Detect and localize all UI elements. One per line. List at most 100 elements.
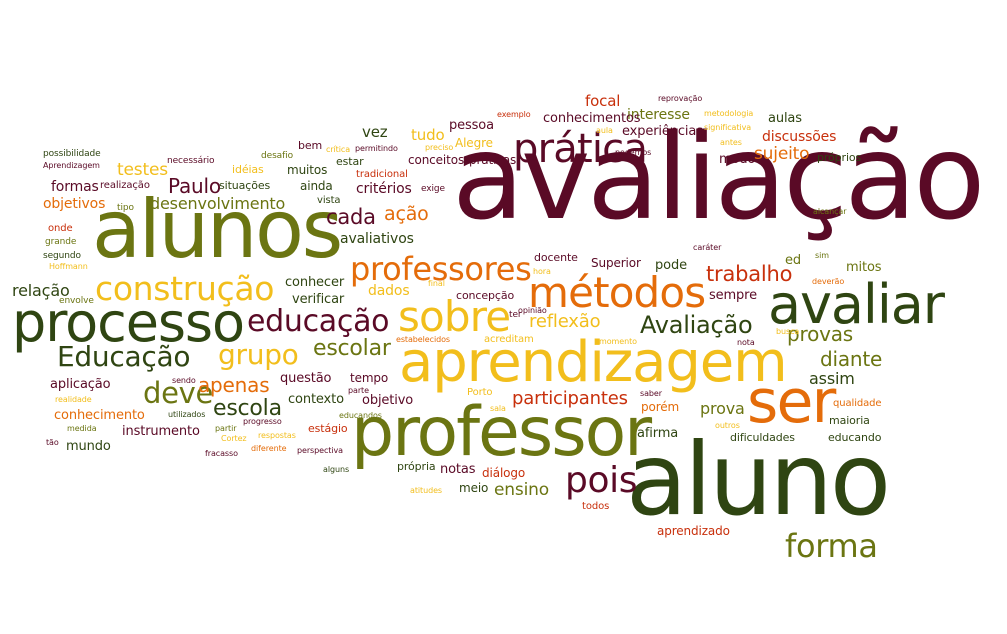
word: aprendizagem <box>399 330 788 395</box>
word: conhecer <box>285 275 345 290</box>
word: Porto <box>467 387 493 398</box>
word: pode <box>655 258 687 273</box>
word: partir <box>215 424 237 433</box>
word: contexto <box>288 392 344 407</box>
word: exemplo <box>497 110 531 119</box>
word: educandos <box>339 411 382 420</box>
word: alguns <box>323 465 350 474</box>
word: testes <box>117 160 168 180</box>
word: educação <box>247 304 390 339</box>
word: desafio <box>261 151 293 161</box>
word: envolve <box>59 296 94 306</box>
word: Avaliação <box>640 311 753 339</box>
word: tempo <box>350 371 389 385</box>
word: metodologia <box>704 109 754 118</box>
word: estar <box>336 155 364 168</box>
word: realidade <box>55 395 92 404</box>
word: estágio <box>308 422 348 435</box>
word: Alegre <box>455 136 493 150</box>
word: escola <box>213 396 282 421</box>
word: Educação <box>57 340 191 373</box>
word: diante <box>820 347 883 371</box>
word: hora <box>533 267 551 276</box>
word: docente <box>534 251 578 264</box>
word: opinião <box>518 306 547 315</box>
word: permitindo <box>355 144 398 153</box>
word: possibilidade <box>43 149 101 159</box>
word: pois <box>565 460 638 501</box>
word: apenas <box>198 373 270 397</box>
word: verificar <box>292 292 345 307</box>
word: final <box>428 279 445 288</box>
word: antes <box>720 138 742 147</box>
word: todos <box>582 501 610 512</box>
word: outros <box>715 421 740 430</box>
word: sujeito <box>754 144 810 164</box>
word: podemos <box>615 148 652 157</box>
word: afirma <box>637 426 679 441</box>
word: aulas <box>768 111 802 126</box>
word: conceitos <box>408 153 465 167</box>
word: experiências <box>622 124 703 139</box>
word: maioria <box>829 414 870 427</box>
word: dados <box>368 283 410 299</box>
word: objetivos <box>43 196 106 212</box>
word: tão <box>46 438 59 447</box>
word: fracasso <box>205 449 238 458</box>
word: mitos <box>846 260 882 275</box>
word: ensino <box>494 480 549 500</box>
word: modo <box>719 152 756 167</box>
word: prova <box>700 399 745 418</box>
word: qualidade <box>833 398 882 409</box>
word: busca <box>776 327 800 336</box>
word: porém <box>641 400 680 414</box>
word: educando <box>828 431 882 444</box>
word: exige <box>421 184 446 194</box>
word: objetivo <box>362 393 414 408</box>
word: diálogo <box>482 466 526 480</box>
word: cada <box>326 205 376 229</box>
word: dificuldades <box>730 431 795 444</box>
word: concepção <box>456 289 515 302</box>
word: conhecimento <box>54 408 145 423</box>
word: participantes <box>512 388 628 409</box>
word: conhecimentos <box>543 111 641 126</box>
word: alunos <box>92 183 343 276</box>
word: bem <box>298 139 323 152</box>
word: situações <box>219 179 271 192</box>
word: construção <box>95 269 275 308</box>
word: meio <box>459 481 489 495</box>
word: aula <box>596 126 613 135</box>
word: desenvolvimento <box>150 194 286 213</box>
word: sobre <box>398 292 511 341</box>
word: focal <box>585 92 621 110</box>
word: ação <box>384 203 429 225</box>
word: estabelecidos <box>396 335 450 344</box>
word: idéias <box>232 163 264 176</box>
word: instrumento <box>122 424 200 439</box>
word: medida <box>67 424 97 433</box>
word: onde <box>48 223 73 234</box>
word: interesse <box>627 107 690 123</box>
word: ter <box>509 310 522 320</box>
word: avaliar <box>768 273 945 336</box>
word: métodos <box>528 268 706 317</box>
word: alcançar <box>813 207 847 216</box>
word: muitos <box>287 163 328 177</box>
word: Paulo <box>168 174 221 198</box>
word: preciso <box>425 143 454 152</box>
word: nota <box>737 338 755 347</box>
word: critérios <box>356 181 412 197</box>
word: formas <box>51 179 99 195</box>
word: questão <box>280 371 332 386</box>
word: saber <box>640 389 662 398</box>
word: professor <box>351 393 652 472</box>
word: perspectiva <box>297 446 343 455</box>
word: respostas <box>258 431 296 440</box>
word: ainda <box>300 179 333 193</box>
word: caráter <box>693 243 722 252</box>
word: tradicional <box>356 169 408 180</box>
word: própria <box>397 460 436 473</box>
word: tipo <box>117 203 134 213</box>
